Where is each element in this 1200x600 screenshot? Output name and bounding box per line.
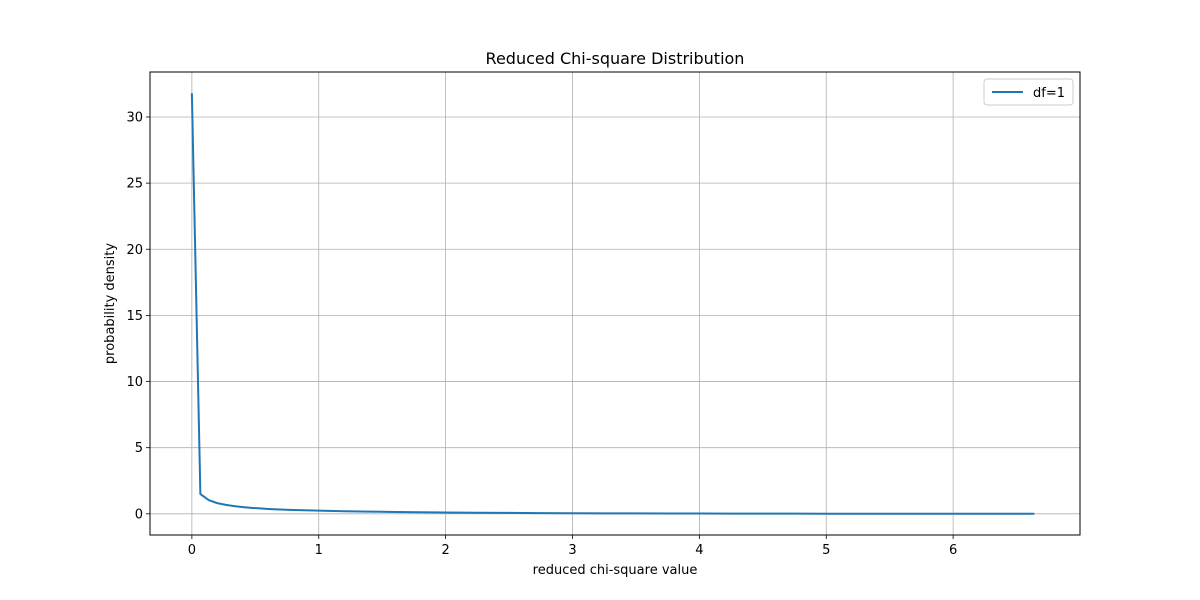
- y-axis-label: probability density: [103, 243, 118, 364]
- plot-area-frame: [149, 71, 1081, 536]
- y-tick-label: 5: [135, 441, 143, 456]
- x-tick-label: 3: [568, 543, 576, 558]
- series-line-df-1: [190, 93, 1035, 515]
- series-layer: [190, 93, 1035, 515]
- y-tick-label: 10: [126, 375, 143, 390]
- x-tick-label: 5: [822, 543, 830, 558]
- y-tick-label: 25: [126, 177, 143, 192]
- y-tick-label: 15: [126, 309, 143, 324]
- legend: df=1: [983, 78, 1074, 106]
- x-tick-label: 0: [188, 543, 196, 558]
- chart-title: Reduced Chi-square Distribution: [486, 49, 745, 68]
- axis-ticks: 0 1 2 3 4 5 6 0 5 10 15 20 25 30: [126, 110, 957, 558]
- x-axis-label: reduced chi-square value: [533, 563, 698, 578]
- grid-lines: [150, 72, 1080, 535]
- y-tick-label: 30: [126, 110, 143, 125]
- y-tick-label: 0: [135, 507, 143, 522]
- x-tick-label: 4: [695, 543, 703, 558]
- legend-box: [983, 78, 1074, 106]
- x-tick-label: 1: [315, 543, 323, 558]
- x-tick-label: 2: [441, 543, 449, 558]
- y-tick-label: 20: [126, 243, 143, 258]
- legend-label-df-1: df=1: [1033, 86, 1065, 101]
- x-tick-label: 6: [949, 543, 957, 558]
